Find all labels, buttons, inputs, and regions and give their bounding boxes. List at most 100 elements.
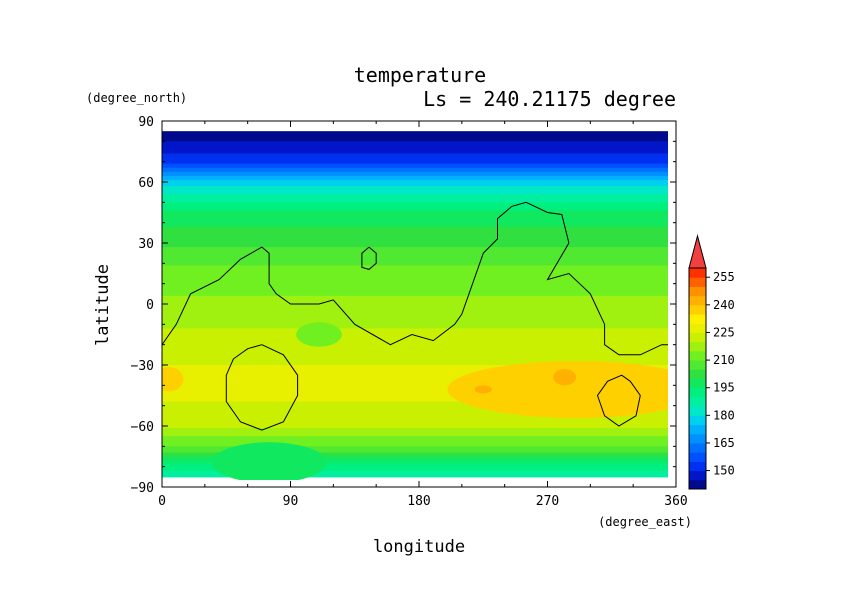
contour-main (162, 201, 668, 356)
field-band (162, 277, 668, 281)
colorbar-swatch (689, 415, 706, 426)
colorbar-swatch (689, 369, 706, 379)
field-band (162, 336, 668, 340)
field-band (162, 293, 668, 297)
field-band (162, 222, 668, 226)
field-band (162, 421, 668, 425)
field-band (162, 428, 668, 431)
field-band (162, 379, 668, 382)
field-band (162, 234, 668, 238)
field-band (162, 135, 668, 138)
colorbar-tick-label: 150 (713, 464, 735, 478)
field-band (162, 306, 668, 309)
field-band (162, 214, 668, 218)
field-band (162, 177, 668, 181)
axis-ticks: 0 90 180 270 360 90 60 30 0 −30 −60 −90 (131, 115, 688, 509)
colorbar-tick-label: 180 (713, 408, 735, 422)
colorbar-swatch (689, 406, 706, 416)
colorbar-frame (688, 267, 707, 490)
colorbar-swatch (689, 314, 706, 324)
field-band (162, 220, 668, 224)
field-band (162, 342, 668, 346)
field-band (162, 175, 668, 179)
field-band (162, 419, 668, 423)
field-band (162, 430, 668, 433)
colorbar-swatch (689, 442, 706, 453)
field-band (162, 263, 668, 266)
field-band (162, 344, 668, 348)
y-tick-label: 0 (146, 298, 154, 313)
field-band (162, 468, 668, 472)
field-band (162, 210, 668, 214)
field-band (162, 426, 668, 429)
field-band (162, 474, 668, 478)
field-anomaly (162, 367, 184, 392)
field-band (162, 273, 668, 277)
field-band (162, 155, 668, 159)
field-anomaly (447, 360, 668, 418)
field-band (162, 413, 668, 417)
field-band (162, 259, 668, 262)
field-band (162, 472, 668, 476)
field-band (162, 436, 668, 439)
colorbar: 150 165 180 195 210 225 240 255 (688, 234, 735, 490)
field-band (162, 285, 668, 289)
field-band (162, 417, 668, 421)
field-band (162, 308, 668, 311)
x-tick-label: 180 (407, 494, 430, 509)
field-band (162, 232, 668, 236)
field-band (162, 377, 668, 380)
field-band (162, 171, 668, 175)
colorbar-tick-label: 195 (713, 381, 735, 395)
field-band (162, 159, 668, 163)
field-band (162, 287, 668, 291)
field-band (162, 385, 668, 388)
field-band (162, 190, 668, 193)
field-band (162, 444, 668, 447)
field-band (162, 454, 668, 458)
x-unit-label: (degree_east) (598, 515, 692, 529)
colorbar-swatch (689, 396, 706, 407)
field-band (162, 182, 668, 185)
field-band (162, 202, 668, 205)
field-band (162, 458, 668, 462)
field-band (162, 198, 668, 201)
field-band (162, 275, 668, 279)
colorbar-tick-label: 165 (713, 436, 735, 450)
field-band (162, 206, 668, 210)
y-unit-label: (degree_north) (86, 91, 187, 105)
field-band (162, 267, 668, 271)
field-band (162, 167, 668, 171)
temperature-field (162, 131, 668, 480)
field-band (162, 161, 668, 165)
field-band (162, 216, 668, 220)
field-band (162, 438, 668, 441)
field-band (162, 261, 668, 264)
field-band (162, 224, 668, 228)
field-band (162, 226, 668, 230)
field-anomaly (296, 322, 342, 347)
colorbar-tick-label: 210 (713, 353, 735, 367)
field-band (162, 196, 668, 199)
field-band (162, 415, 668, 419)
colorbar-swatch (689, 470, 706, 481)
field-band (162, 141, 668, 144)
field-band (162, 387, 668, 390)
colorbar-swatch (689, 424, 706, 435)
colorbar-swatch (689, 268, 706, 278)
field-band (162, 407, 668, 411)
field-band (162, 395, 668, 399)
field-band (162, 432, 668, 435)
field-band (162, 143, 668, 146)
field-band (162, 184, 668, 187)
field-band (162, 360, 668, 364)
field-band (162, 247, 668, 250)
field-band (162, 403, 668, 407)
field-band (162, 312, 668, 315)
field-band (162, 324, 668, 327)
field-band (162, 391, 668, 395)
colorbar-extension (688, 234, 707, 269)
field-band (162, 153, 668, 157)
field-band (162, 240, 668, 244)
y-tick-label: −30 (131, 359, 154, 374)
